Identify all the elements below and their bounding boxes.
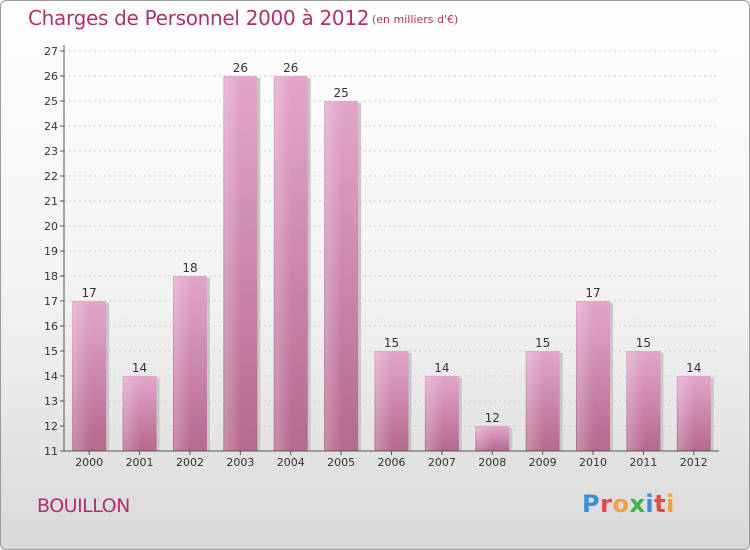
y-tick-label: 17: [44, 295, 58, 308]
x-tick-label: 2007: [428, 456, 456, 469]
y-tick-label: 22: [44, 170, 58, 183]
y-tick-label: 24: [44, 120, 58, 133]
value-label: 14: [686, 361, 701, 375]
bar-highlight: [173, 277, 191, 451]
bar-highlight: [325, 102, 343, 451]
value-label: 14: [132, 361, 147, 375]
y-tick-label: 12: [44, 420, 58, 433]
chart-subtitle: (en milliers d'€): [372, 13, 459, 26]
value-label: 14: [434, 361, 449, 375]
value-label: 15: [535, 336, 550, 350]
bar-highlight: [677, 377, 695, 451]
y-tick-label: 26: [44, 70, 58, 83]
y-tick-label: 16: [44, 320, 58, 333]
y-tick-label: 13: [44, 395, 58, 408]
value-label: 17: [82, 286, 97, 300]
x-tick-label: 2000: [75, 456, 103, 469]
value-label: 26: [233, 61, 248, 75]
bar-highlight: [577, 302, 595, 451]
axes: [60, 45, 719, 455]
bar-highlight: [375, 352, 393, 451]
x-tick-label: 2006: [378, 456, 406, 469]
value-label: 25: [333, 86, 348, 100]
bar-highlight: [224, 77, 242, 451]
y-tick-label: 27: [44, 45, 58, 58]
x-tick-labels: 2000 2001 2002 2003 2004 2005 2006 2007 2008 2009…: [75, 456, 708, 469]
value-label: 15: [636, 336, 651, 350]
x-tick-label: 2012: [680, 456, 708, 469]
y-tick-label: 20: [44, 220, 58, 233]
value-label: 17: [585, 286, 600, 300]
x-tick-label: 2008: [478, 456, 506, 469]
bar-highlight: [73, 302, 91, 451]
y-tick-label: 19: [44, 245, 58, 258]
y-tick-label: 11: [44, 445, 58, 458]
proxiti-logo: Proxiti: [582, 490, 675, 518]
x-tick-label: 2005: [327, 456, 355, 469]
value-label: 26: [283, 61, 298, 75]
y-tick-label: 21: [44, 195, 58, 208]
y-tick-label: 15: [44, 345, 58, 358]
chart-title: Charges de Personnel 2000 à 2012: [28, 6, 370, 30]
y-tick-label: 18: [44, 270, 58, 283]
bar-highlight: [123, 377, 141, 451]
value-label: 15: [384, 336, 399, 350]
x-tick-label: 2004: [277, 456, 305, 469]
location-label: BOUILLON: [37, 495, 130, 517]
y-tick-label: 23: [44, 145, 58, 158]
x-tick-label: 2009: [529, 456, 557, 469]
x-tick-label: 2002: [176, 456, 204, 469]
bar-highlight: [425, 377, 443, 451]
x-tick-label: 2001: [126, 456, 154, 469]
bars: [72, 76, 714, 451]
y-tick-label: 14: [44, 370, 58, 383]
bar-highlight: [274, 77, 292, 451]
y-tick-labels: 11 12 13 14 15 16 17 18 19 20 21 22 23 24 25 26 27: [44, 45, 58, 458]
value-label: 18: [182, 261, 197, 275]
value-labels: 17 14 18 26 26 25 15 14 12 15 17 15 14: [82, 61, 702, 425]
x-tick-label: 2010: [579, 456, 607, 469]
bar-highlight: [627, 352, 645, 451]
value-label: 12: [485, 411, 500, 425]
x-tick-label: 2011: [629, 456, 657, 469]
y-tick-label: 25: [44, 95, 58, 108]
bar-highlight: [476, 427, 494, 451]
bar-highlight: [526, 352, 544, 451]
x-tick-label: 2003: [226, 456, 254, 469]
